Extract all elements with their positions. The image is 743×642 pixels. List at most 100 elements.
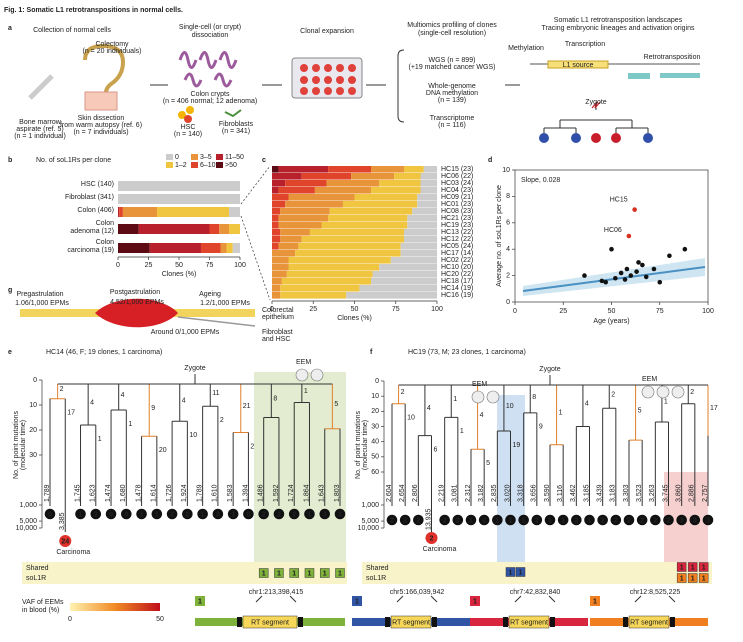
soL1R-count: 1 — [277, 570, 281, 577]
leaf-node — [90, 508, 102, 520]
y-tick-label: 4 — [506, 246, 510, 253]
branch-length: 19 — [513, 442, 521, 449]
leaf-sol1r: 2 — [443, 517, 447, 524]
bar-segment — [321, 222, 408, 229]
eem-pie — [310, 368, 324, 382]
row-label: HC10 (20) — [441, 264, 473, 271]
leaf-node — [197, 508, 208, 520]
root-label: Zygote — [184, 365, 206, 372]
bar-segment — [412, 208, 437, 215]
tsd — [623, 617, 629, 627]
carcinoma-label: Carcinoma — [56, 549, 90, 556]
label: and HSC — [262, 336, 290, 343]
branch-length: 5 — [486, 460, 490, 467]
bar-segment — [328, 215, 408, 222]
data-point — [667, 253, 672, 259]
tsd — [298, 617, 303, 627]
tree-branch — [392, 385, 406, 405]
leaf-mutations: 3,439 — [597, 484, 604, 502]
label: (n = 341) — [222, 128, 250, 135]
label: Retrotransposition — [644, 54, 701, 61]
tsd — [669, 617, 675, 627]
category-label: HSC (140) — [81, 181, 114, 188]
rt-segment-label: RT segment — [392, 619, 430, 626]
bar-segment — [280, 285, 360, 292]
leaf-node — [136, 508, 147, 520]
leaf-sol1r: 0 — [48, 511, 52, 518]
leaf-sol1r: 2 — [627, 517, 631, 524]
leaf-node — [319, 508, 331, 520]
leaf-sol1r: 2 — [667, 517, 671, 524]
legend-title: VAF of EEMs — [22, 599, 64, 606]
y-tick-label: 20 — [371, 408, 379, 415]
leaf-mutations: 3,318 — [518, 484, 525, 502]
bar-segment — [351, 173, 395, 180]
branch-length: 1 — [98, 436, 102, 443]
bar-segment — [280, 208, 330, 215]
leaf-mutations: 1,474 — [105, 484, 112, 502]
leaf-node — [584, 514, 595, 526]
leaf-node — [399, 514, 411, 526]
leaf-node — [518, 514, 529, 526]
bar-segment — [272, 187, 279, 194]
eem-label: EEM — [296, 359, 311, 366]
tree-branch — [523, 385, 537, 414]
leaf-node — [258, 508, 269, 520]
bar-segment — [118, 194, 240, 204]
workflow-icons — [28, 43, 700, 143]
tsd — [385, 617, 391, 627]
panel-label: c — [262, 157, 266, 164]
leaf-node — [182, 508, 193, 520]
branch-length: 4 — [182, 397, 186, 404]
label: Transcriptome — [430, 115, 475, 122]
label: Single-cell (or crypt) — [179, 24, 241, 31]
leaf-mutations: 3,860 — [676, 484, 683, 502]
bar-segment — [371, 166, 404, 173]
leaf-sol1r: 3 — [693, 517, 697, 524]
vaf-colorbar — [70, 603, 160, 611]
leaf-node — [531, 514, 543, 526]
leaf-node — [75, 508, 86, 520]
soL1R-box — [698, 562, 709, 572]
tree-branch — [497, 385, 511, 432]
branch-length: 21 — [243, 403, 251, 410]
soL1R-box — [687, 573, 698, 583]
branch-length: 17 — [67, 410, 75, 417]
bar-segment — [280, 229, 310, 236]
label: Fibroblast — [262, 329, 293, 336]
leaf-node — [676, 514, 687, 526]
label: Fibroblasts — [219, 121, 254, 128]
leaf-node — [413, 514, 424, 526]
data-point — [651, 266, 657, 272]
insertion-count: 1 — [593, 598, 597, 605]
bar-segment — [342, 201, 418, 208]
axis-label: (molecular time) — [20, 420, 27, 470]
leaf-mutations: 1,789 — [196, 484, 203, 502]
row-label: HC13 (22) — [441, 229, 473, 236]
branch-length: 2 — [250, 443, 254, 450]
leaf-mutations: 3,523 — [636, 484, 643, 502]
legend-title: No. of soL1Rs per clone — [36, 157, 111, 164]
y-tick-label: 5,000 — [361, 518, 379, 525]
label: from warm autopsy (ref. 6) — [60, 122, 142, 129]
soL1R-box — [676, 562, 687, 572]
y-tick-label: 0 — [375, 378, 379, 385]
leaf-sol1r: 1 — [201, 511, 205, 518]
figure-title: Fig. 1: Somatic L1 retrotranspositions i… — [4, 7, 183, 14]
data-point — [657, 279, 663, 285]
y-tick-label: 10,000 — [16, 525, 38, 532]
soL1R-count: 1 — [262, 570, 266, 577]
branch-length: 8 — [273, 396, 277, 403]
eem-pie — [486, 390, 500, 404]
bar-segment — [301, 173, 352, 180]
label: Colectomy — [95, 41, 129, 48]
data-point — [622, 277, 628, 282]
bar-segment — [272, 278, 282, 285]
rt-segment — [242, 615, 298, 629]
soL1R-box — [319, 568, 330, 578]
bar-segment — [285, 201, 343, 208]
bar-segment — [272, 236, 281, 243]
row-label: HC17 (14) — [441, 250, 473, 257]
bar-segment — [420, 173, 437, 180]
leaf-node — [452, 514, 464, 526]
